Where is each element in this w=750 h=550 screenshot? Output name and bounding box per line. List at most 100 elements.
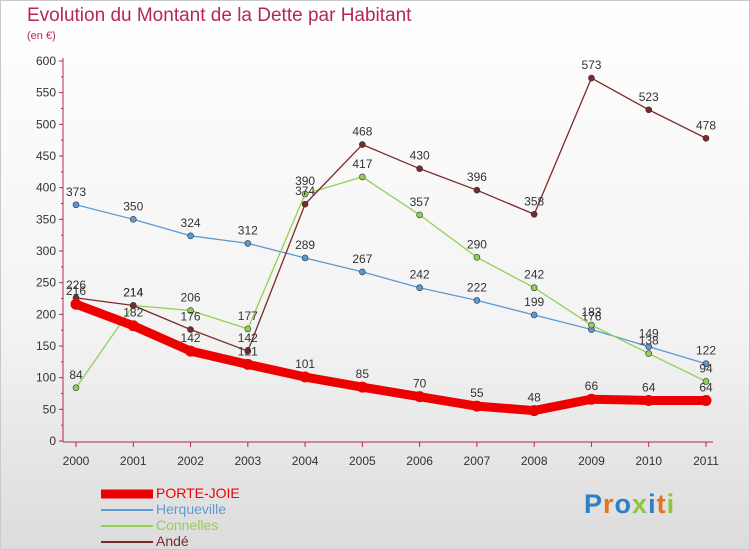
data-label-and-: 142 [238,331,258,345]
data-label-connelles: 290 [467,237,487,251]
x-tick-label: 2007 [464,454,491,468]
data-point-porte-joie [185,345,197,357]
data-point-connelles [530,284,538,292]
legend-swatch [101,525,153,527]
data-point-porte-joie [414,391,426,403]
data-label-porte-joie: 142 [181,331,201,345]
data-point-and- [359,141,366,148]
data-point-connelles [187,307,194,314]
legend-swatch [101,541,153,543]
legend-swatch [101,489,153,499]
data-point-porte-joie [299,371,311,383]
logo-letter: o [614,489,633,519]
data-label-porte-joie: 85 [356,367,370,381]
legend-label: Connelles [156,517,219,533]
data-point-connelles [359,173,366,181]
data-point-porte-joie [700,394,712,406]
data-point-connelles [645,350,653,357]
proxiti-logo: Proxiti [584,489,675,520]
data-point-and- [588,74,595,82]
data-point-herqueville [72,201,80,209]
data-label-herqueville: 242 [410,268,430,282]
y-tick-label: 250 [36,276,56,290]
data-point-herqueville [416,284,423,292]
data-label-connelles: 206 [181,291,201,305]
logo-letter: i [648,489,657,519]
data-point-connelles [473,254,481,261]
x-tick-label: 2001 [120,454,147,468]
data-label-porte-joie: 66 [585,379,599,393]
data-point-herqueville [473,297,481,304]
data-point-and- [645,106,653,114]
data-point-and- [187,326,194,333]
data-label-porte-joie: 121 [238,344,258,358]
data-point-and- [702,134,710,142]
data-point-herqueville [301,254,309,262]
data-label-connelles: 138 [639,334,659,348]
data-point-connelles [244,325,252,333]
unit-label: (en €) [27,30,56,42]
x-tick-label: 2004 [292,454,319,468]
x-tick-label: 2009 [578,454,605,468]
data-label-porte-joie: 101 [295,357,315,371]
data-label-herqueville: 289 [295,238,315,252]
data-label-porte-joie: 64 [642,380,656,394]
y-tick-label: 100 [36,371,56,385]
logo-letter: r [603,489,615,519]
data-label-and-: 396 [467,170,487,184]
data-point-connelles [416,211,423,219]
data-label-and-: 226 [66,278,86,292]
data-label-connelles: 214 [123,285,143,299]
data-label-herqueville: 373 [66,185,86,199]
x-tick-label: 2000 [63,454,90,468]
data-point-and- [416,165,423,172]
data-label-and-: 374 [295,184,315,198]
data-label-herqueville: 350 [123,199,143,213]
data-label-herqueville: 122 [696,344,716,358]
legend-label: PORTE-JOIE [156,485,240,501]
data-label-connelles: 357 [410,195,430,209]
data-label-herqueville: 176 [581,310,601,324]
y-tick-label: 0 [49,434,56,448]
data-label-connelles: 183 [581,305,601,319]
y-tick-label: 50 [43,402,57,416]
data-point-connelles [702,378,710,385]
data-label-connelles: 390 [295,174,315,188]
data-label-herqueville: 324 [181,216,201,230]
data-label-herqueville: 149 [639,327,659,341]
data-point-porte-joie [471,400,483,412]
logo-letter: P [584,489,604,519]
data-point-porte-joie [70,298,82,310]
data-label-and-: 214 [123,285,143,299]
data-label-porte-joie: 216 [66,284,86,298]
data-point-porte-joie [643,394,655,406]
y-tick-label: 300 [36,244,56,258]
data-label-connelles: 417 [352,157,372,171]
data-label-and-: 430 [410,149,430,163]
y-tick-label: 150 [36,339,56,353]
chart-title: Evolution du Montant de la Dette par Hab… [27,5,412,26]
y-tick-label: 400 [36,181,56,195]
logo-letter: x [632,489,649,519]
data-point-herqueville [702,360,710,368]
data-label-porte-joie: 182 [123,306,143,320]
data-point-herqueville [645,343,653,350]
data-label-and-: 573 [581,58,601,72]
data-point-porte-joie [528,405,540,417]
data-label-porte-joie: 64 [699,380,713,394]
data-label-connelles: 84 [69,368,83,382]
data-point-porte-joie [242,358,254,370]
data-point-and- [473,186,481,194]
y-tick-label: 350 [36,212,56,226]
legend-label: Herqueville [156,501,227,517]
x-tick-label: 2011 [693,454,719,468]
data-point-and- [530,210,538,218]
series-line-and- [75,77,707,352]
data-point-porte-joie [127,320,139,332]
data-label-and-: 176 [181,310,201,324]
y-tick-label: 550 [36,86,56,100]
x-tick-label: 2010 [635,454,662,468]
data-point-connelles [72,384,80,392]
y-tick-label: 200 [36,307,56,321]
